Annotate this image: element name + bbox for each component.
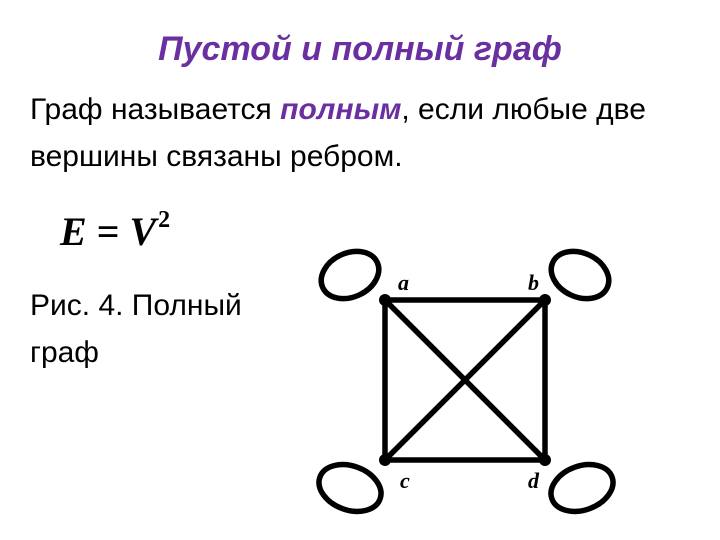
graph-node (539, 454, 551, 466)
graph-node-label: b (528, 270, 539, 295)
graph-self-loop (544, 456, 619, 519)
formula-lhs: E (60, 209, 87, 254)
graph-node-label: c (400, 468, 410, 493)
formula-rhs-base: V (129, 209, 156, 254)
graph-self-loop (314, 242, 387, 307)
formula-eq: = (87, 209, 130, 254)
graph-node (379, 294, 391, 306)
slide-title: Пустой и полный граф (30, 30, 690, 69)
complete-graph-figure: a b c d (290, 230, 630, 530)
graph-node (379, 454, 391, 466)
formula-rhs-exp: 2 (158, 207, 170, 233)
body-keyword: полным (280, 93, 401, 126)
graph-node-label: d (528, 468, 540, 493)
body-pre: Граф называется (30, 93, 280, 126)
body-paragraph: Граф называется полным, если любые две в… (30, 87, 690, 180)
graph-node (539, 294, 551, 306)
graph-self-loop (312, 456, 387, 519)
graph-node-label: a (398, 270, 409, 295)
graph-self-loop (544, 242, 617, 307)
